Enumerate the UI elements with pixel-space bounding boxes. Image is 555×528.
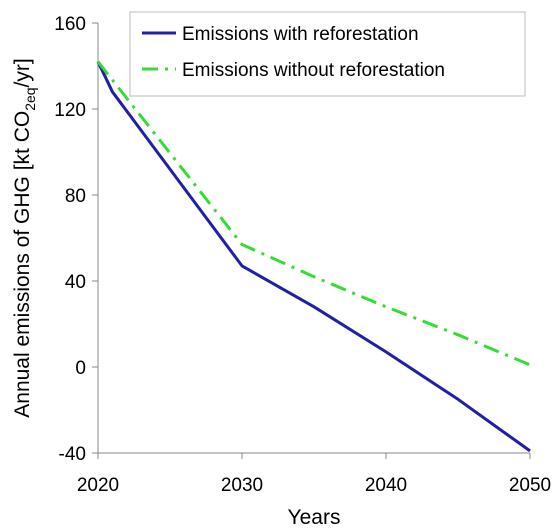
y-axis-title-tail: /yr] bbox=[11, 58, 34, 87]
x-ticks: 2020 2030 2040 2050 bbox=[77, 453, 551, 496]
legend-box bbox=[129, 11, 526, 97]
x-tick-label: 2050 bbox=[509, 475, 551, 496]
y-tick-label: 0 bbox=[75, 358, 86, 379]
series-line-with-reforestation bbox=[96, 61, 531, 453]
series-line-without-reforestation bbox=[96, 60, 531, 367]
y-axis-title-sub: 2eq bbox=[22, 87, 38, 110]
y-axis-title-main: Annual emissions of GHG [kt CO bbox=[11, 111, 34, 418]
legend-label-without-reforestation: Emissions without reforestation bbox=[182, 60, 445, 81]
plot-area: 2020 2030 2040 2050 -40 0 40 80 120 160 bbox=[54, 14, 551, 496]
x-axis-title: Years bbox=[288, 506, 341, 528]
y-tick-label: 40 bbox=[65, 272, 86, 293]
x-tick-label: 2040 bbox=[365, 475, 407, 496]
x-tick-label: 2020 bbox=[77, 475, 119, 496]
y-tick-label: 80 bbox=[65, 186, 86, 207]
legend-label-with-reforestation: Emissions with reforestation bbox=[182, 24, 419, 45]
y-axis-title: Annual emissions of GHG [kt CO2eq/yr] bbox=[11, 58, 38, 417]
y-tick-label: 160 bbox=[54, 14, 86, 35]
x-tick-label: 2030 bbox=[221, 475, 263, 496]
y-tick-label: -40 bbox=[59, 444, 86, 465]
series-lines bbox=[96, 60, 531, 453]
y-ticks: -40 0 40 80 120 160 bbox=[54, 14, 98, 465]
y-tick-label: 120 bbox=[54, 100, 86, 121]
legend: Emissions with reforestation Emissions w… bbox=[129, 11, 526, 97]
